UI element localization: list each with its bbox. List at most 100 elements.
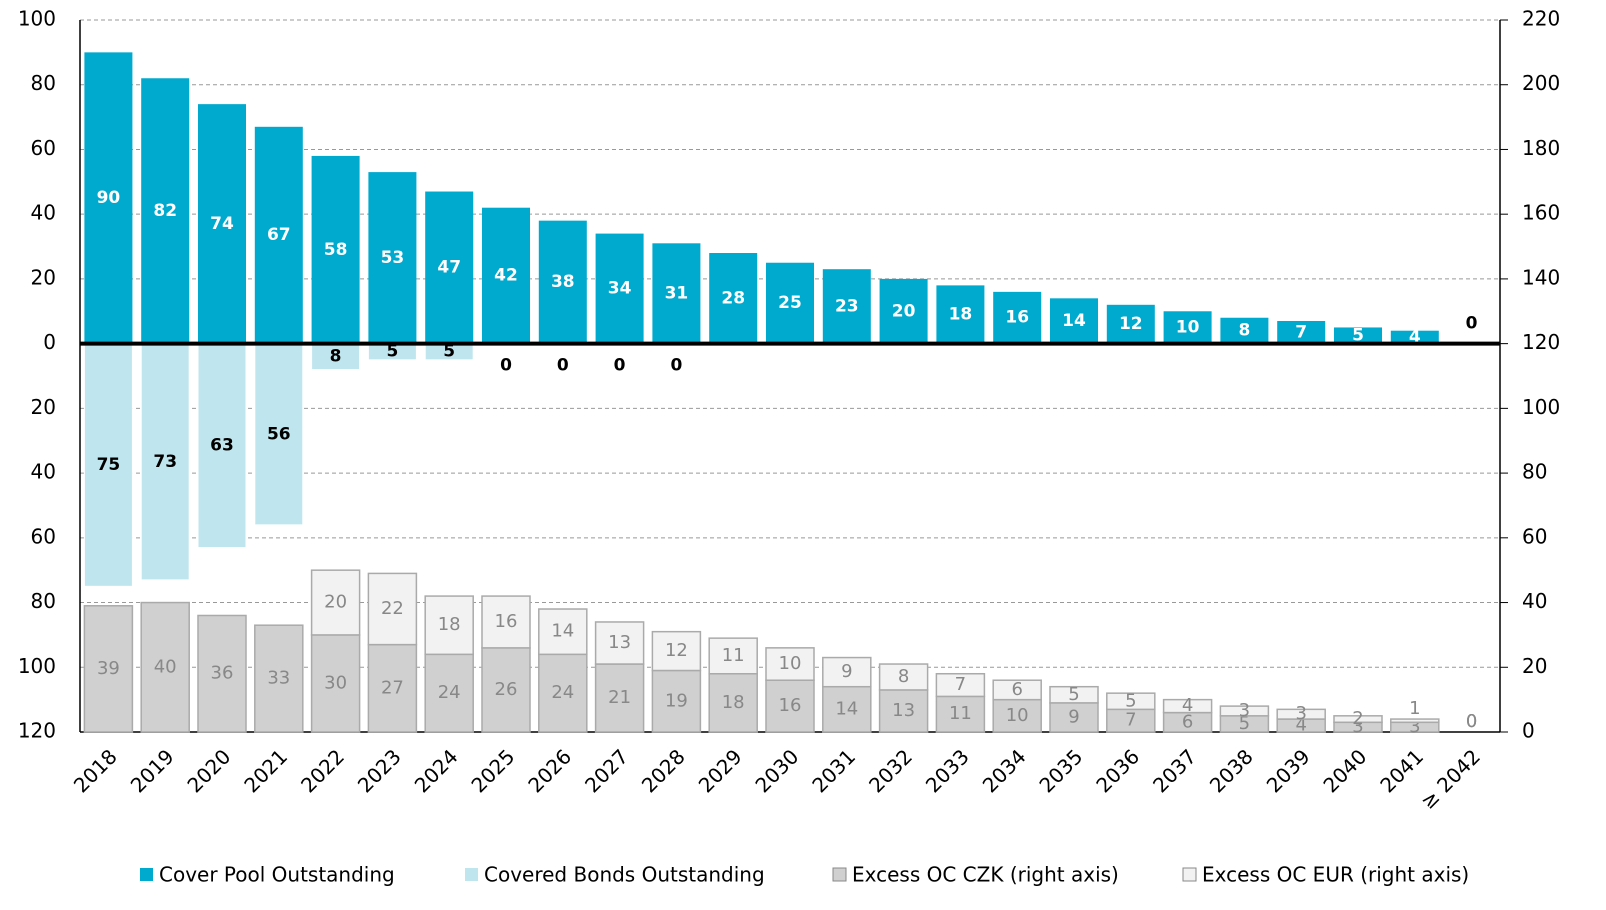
y-tick-label: 0 <box>43 330 56 354</box>
bar <box>424 653 474 733</box>
data-label: 5 <box>1352 326 1364 346</box>
bar <box>197 614 247 733</box>
data-label: 3 <box>1409 716 1420 737</box>
data-label: 0 <box>500 356 512 376</box>
data-label: 25 <box>778 293 802 313</box>
bar <box>993 291 1042 344</box>
y2-tick-label: 200 <box>1522 71 1560 95</box>
data-label: 4 <box>1182 695 1193 716</box>
bar <box>708 637 758 675</box>
x-tick-label: 2021 <box>239 744 292 797</box>
bar <box>822 685 872 733</box>
x-tick-label: 2020 <box>182 744 235 797</box>
bar <box>935 672 986 698</box>
data-label: 14 <box>835 698 858 719</box>
bar <box>84 52 133 344</box>
data-label: 0 <box>1466 711 1477 732</box>
bar <box>310 569 361 636</box>
bar <box>1163 311 1212 344</box>
data-label: 5 <box>1239 713 1250 734</box>
data-label: 0 <box>1466 314 1478 334</box>
data-label: 16 <box>1005 308 1029 328</box>
x-tick-label: 2036 <box>1091 744 1144 797</box>
bar <box>538 608 588 656</box>
data-label: 38 <box>551 272 575 292</box>
data-label: 56 <box>267 424 291 444</box>
data-label: 16 <box>779 695 802 716</box>
legend-swatch <box>465 868 478 881</box>
x-tick-label: 2026 <box>523 744 576 797</box>
bar <box>254 126 303 344</box>
bar <box>936 285 985 344</box>
bar <box>595 233 644 344</box>
y2-tick-label: 40 <box>1522 589 1547 613</box>
bar <box>1277 320 1326 344</box>
data-label: 13 <box>892 700 915 721</box>
y-tick-label: 100 <box>18 7 56 31</box>
bar <box>992 698 1042 733</box>
x-tick-label: 2033 <box>921 744 974 797</box>
bar <box>538 653 588 733</box>
bar <box>766 262 814 344</box>
bar <box>311 343 361 371</box>
data-label: 21 <box>608 687 631 708</box>
data-label: 90 <box>97 188 121 208</box>
x-tick-label: 2039 <box>1262 744 1315 797</box>
bar <box>425 191 474 344</box>
bar <box>708 672 758 733</box>
data-label: 42 <box>494 266 518 286</box>
bar <box>140 343 190 581</box>
data-label: 6 <box>1011 679 1022 700</box>
data-label: 27 <box>381 677 404 698</box>
x-tick-label: 2028 <box>637 744 690 797</box>
x-tick-label: 2037 <box>1148 744 1201 797</box>
data-label: 7 <box>1295 322 1307 342</box>
y2-tick-label: 120 <box>1522 330 1560 354</box>
bar <box>197 343 247 549</box>
bar <box>1106 304 1155 344</box>
bar <box>822 656 872 688</box>
bar <box>198 104 246 344</box>
bar <box>1333 715 1383 724</box>
bar <box>83 605 134 733</box>
legend-swatch <box>832 867 847 882</box>
data-label: 10 <box>1006 705 1029 726</box>
data-label: 53 <box>381 248 405 268</box>
data-label: 18 <box>949 305 973 325</box>
data-label: 75 <box>97 455 121 475</box>
data-label: 8 <box>330 347 342 367</box>
data-label: 8 <box>1238 321 1250 341</box>
legend-label: Excess OC EUR (right axis) <box>1202 863 1469 887</box>
data-label: 9 <box>841 661 852 682</box>
data-label: 2 <box>1352 708 1363 729</box>
data-label: 20 <box>324 592 347 613</box>
data-label: 33 <box>267 668 290 689</box>
data-label: 13 <box>608 632 631 653</box>
data-label: 26 <box>495 679 518 700</box>
y-tick-label: 60 <box>31 524 56 548</box>
data-label: 63 <box>210 436 234 456</box>
data-label: 5 <box>1068 684 1079 705</box>
y2-tick-label: 160 <box>1522 201 1560 225</box>
data-label: 6 <box>1182 711 1193 732</box>
bar <box>141 78 190 344</box>
data-label: 5 <box>386 342 398 362</box>
bar <box>1334 327 1382 344</box>
data-label: 7 <box>955 674 966 695</box>
bar <box>424 595 474 656</box>
y-tick-label: 40 <box>31 460 56 484</box>
x-tick-label: 2029 <box>694 744 747 797</box>
data-label: 0 <box>1466 711 1477 732</box>
data-label: 3 <box>1239 700 1250 721</box>
x-tick-label: 2035 <box>1034 744 1087 797</box>
data-label: 7 <box>1125 710 1136 731</box>
bar <box>1162 698 1213 714</box>
bar <box>651 669 702 733</box>
x-tick-label: 2041 <box>1375 744 1428 797</box>
bar <box>1390 718 1440 724</box>
x-tick-label: 2023 <box>353 744 406 797</box>
x-tick-label: 2030 <box>750 744 803 797</box>
y-tick-label: 80 <box>31 71 56 95</box>
bar <box>311 155 360 344</box>
data-label: 39 <box>97 658 120 679</box>
